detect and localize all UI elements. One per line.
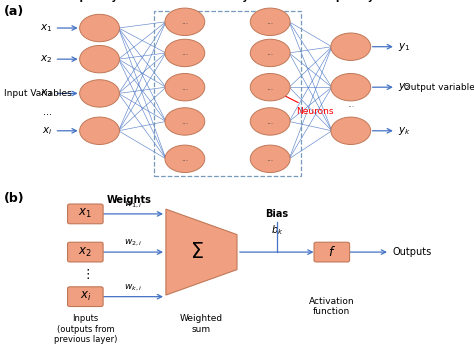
Ellipse shape	[165, 73, 205, 101]
Text: ...: ...	[181, 83, 189, 92]
Text: ...: ...	[266, 117, 274, 126]
Text: $x_2$: $x_2$	[40, 53, 52, 65]
Text: $\Sigma$: $\Sigma$	[190, 242, 204, 262]
Text: $x_2$: $x_2$	[79, 246, 92, 259]
Text: $x_1$: $x_1$	[40, 22, 52, 34]
Ellipse shape	[250, 108, 290, 135]
Text: (a): (a)	[4, 5, 24, 18]
Text: Hidden layers: Hidden layers	[190, 0, 265, 2]
Text: $y_2$: $y_2$	[398, 81, 410, 93]
Text: ...: ...	[181, 48, 189, 57]
FancyBboxPatch shape	[314, 242, 350, 262]
Text: Output layer: Output layer	[316, 0, 385, 2]
Text: ...: ...	[266, 83, 274, 92]
Text: Inputs
(outputs from
previous layer): Inputs (outputs from previous layer)	[54, 314, 117, 344]
Text: $x_i$: $x_i$	[42, 125, 52, 137]
Ellipse shape	[250, 39, 290, 67]
Ellipse shape	[250, 73, 290, 101]
Text: (b): (b)	[4, 192, 25, 204]
Text: Bias: Bias	[265, 209, 288, 219]
Text: $x_3$: $x_3$	[40, 88, 52, 99]
Ellipse shape	[80, 45, 119, 73]
Text: Weights: Weights	[107, 195, 152, 205]
FancyBboxPatch shape	[68, 287, 103, 307]
Ellipse shape	[80, 117, 119, 145]
Text: ...: ...	[181, 154, 189, 163]
Text: Output variables: Output variables	[398, 83, 474, 92]
Text: Activation
function: Activation function	[309, 297, 355, 316]
Text: ...: ...	[266, 154, 274, 163]
Ellipse shape	[80, 80, 119, 107]
Ellipse shape	[165, 108, 205, 135]
Ellipse shape	[250, 8, 290, 36]
Text: $y_k$: $y_k$	[398, 125, 411, 137]
Text: Weighted
sum: Weighted sum	[180, 314, 223, 334]
Ellipse shape	[250, 145, 290, 173]
Text: Outputs: Outputs	[392, 247, 431, 257]
Text: ...: ...	[43, 107, 52, 117]
Text: $b_k$: $b_k$	[271, 224, 283, 237]
Ellipse shape	[165, 8, 205, 36]
Text: $w_{1,i}$: $w_{1,i}$	[124, 200, 143, 210]
FancyBboxPatch shape	[68, 242, 103, 262]
Text: Neurons: Neurons	[272, 89, 334, 116]
Ellipse shape	[80, 14, 119, 42]
Text: ...: ...	[181, 17, 189, 26]
Text: Input Variables: Input Variables	[4, 89, 72, 98]
Ellipse shape	[331, 73, 371, 101]
Text: $x_1$: $x_1$	[78, 207, 92, 220]
Text: $w_{k,i}$: $w_{k,i}$	[124, 282, 142, 292]
FancyBboxPatch shape	[68, 204, 103, 224]
Text: $y_1$: $y_1$	[398, 41, 410, 53]
Text: $\vdots$: $\vdots$	[81, 267, 90, 281]
Text: $w_{2,i}$: $w_{2,i}$	[124, 238, 143, 248]
Text: ...: ...	[347, 100, 355, 109]
Text: ...: ...	[266, 48, 274, 57]
Ellipse shape	[331, 117, 371, 145]
Ellipse shape	[165, 145, 205, 173]
Ellipse shape	[331, 33, 371, 61]
Text: ...: ...	[266, 17, 274, 26]
Ellipse shape	[165, 39, 205, 67]
Polygon shape	[166, 209, 237, 295]
Text: Input layer: Input layer	[69, 0, 130, 2]
Text: $f$: $f$	[328, 245, 336, 259]
Text: ...: ...	[181, 117, 189, 126]
Text: $x_i$: $x_i$	[80, 290, 91, 303]
